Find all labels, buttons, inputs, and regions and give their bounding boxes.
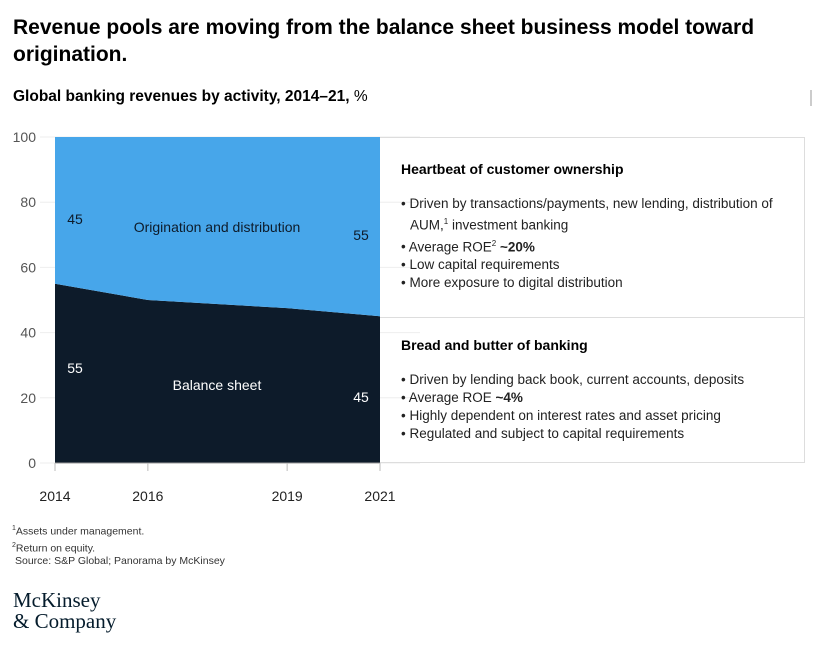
label-orig-end: 55 [353, 227, 369, 243]
label-orig-start: 45 [67, 211, 83, 227]
footnote: 1Assets under management. [12, 522, 225, 539]
series-label-origination: Origination and distribution [134, 219, 301, 235]
bullet-item: Regulated and subject to capital require… [401, 425, 794, 443]
logo-line: & Company [13, 609, 117, 633]
panel-origination: Heartbeat of customer ownership Driven b… [401, 160, 794, 292]
bullet-list: Driven by lending back book, current acc… [401, 371, 794, 443]
footnote: 2Return on equity. [12, 539, 225, 556]
scroll-indicator [810, 90, 812, 106]
y-tick-label: 40 [20, 325, 36, 341]
mckinsey-logo: McKinsey & Company [13, 590, 116, 632]
footnote-text: Assets under management. [15, 525, 145, 538]
y-tick-label: 80 [20, 194, 36, 210]
label-bs-start: 55 [67, 360, 83, 376]
bullet-item: Average ROE ~4% [401, 389, 794, 407]
y-tick-label: 20 [20, 390, 36, 406]
label-bs-end: 45 [353, 389, 369, 405]
series-label-balance-sheet: Balance sheet [173, 377, 262, 393]
chart-title: Revenue pools are moving from the balanc… [13, 16, 755, 66]
y-tick-label: 60 [20, 259, 36, 275]
area-origination [55, 137, 380, 317]
y-tick-label: 0 [28, 455, 36, 471]
panel-balance-sheet: Bread and butter of banking Driven by le… [401, 336, 794, 443]
x-tick-label: 2014 [39, 488, 70, 504]
x-tick-label: 2019 [272, 488, 303, 504]
bullet-item: Low capital requirements [401, 256, 794, 274]
y-tick-label: 100 [13, 129, 37, 145]
bullet-item: Driven by transactions/payments, new len… [401, 195, 794, 235]
footnote-text: Return on equity. [15, 542, 96, 554]
panel-heading: Heartbeat of customer ownership [401, 161, 624, 177]
footnotes: 1Assets under management. 2Return on equ… [12, 522, 225, 568]
chart-subtitle: Global banking revenues by activity, 201… [13, 88, 368, 106]
divider [380, 317, 804, 318]
bullet-item: More exposure to digital distribution [401, 274, 794, 292]
bullet-item: Average ROE2 ~20% [401, 235, 794, 257]
panel-heading: Bread and butter of banking [401, 337, 588, 353]
bullet-item: Driven by lending back book, current acc… [401, 371, 794, 389]
source: Source: S&P Global; Panorama by McKinsey [15, 555, 225, 567]
x-tick-label: 2016 [132, 488, 163, 504]
area-chart: 0 20 40 60 80 100 2014 2016 2019 2021 45 55 Origi… [13, 129, 420, 504]
logo-line: McKinsey [13, 588, 101, 612]
subtitle-unit: % [353, 88, 368, 105]
area-balance-sheet [55, 283, 380, 463]
footnote-marker: 1 [12, 525, 16, 532]
description-panel: Heartbeat of customer ownership Driven b… [380, 137, 805, 463]
x-tick-label: 2021 [364, 488, 395, 504]
bullet-item: Highly dependent on interest rates and a… [401, 407, 794, 425]
bullet-list: Driven by transactions/payments, new len… [401, 195, 794, 292]
subtitle-text: Global banking revenues by activity, 201… [13, 88, 350, 105]
footnote-marker: 2 [12, 541, 16, 549]
